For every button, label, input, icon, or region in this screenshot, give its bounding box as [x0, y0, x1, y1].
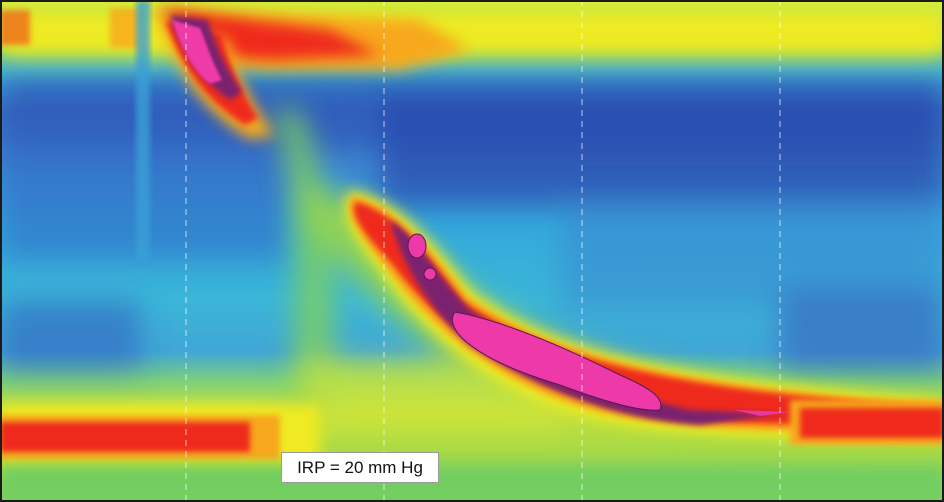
irp-annotation: IRP = 20 mm Hg — [281, 452, 439, 483]
lower-sphincter-band — [0, 400, 944, 502]
grid-lines — [185, 0, 781, 502]
swallow-onset-tail — [136, 0, 275, 260]
